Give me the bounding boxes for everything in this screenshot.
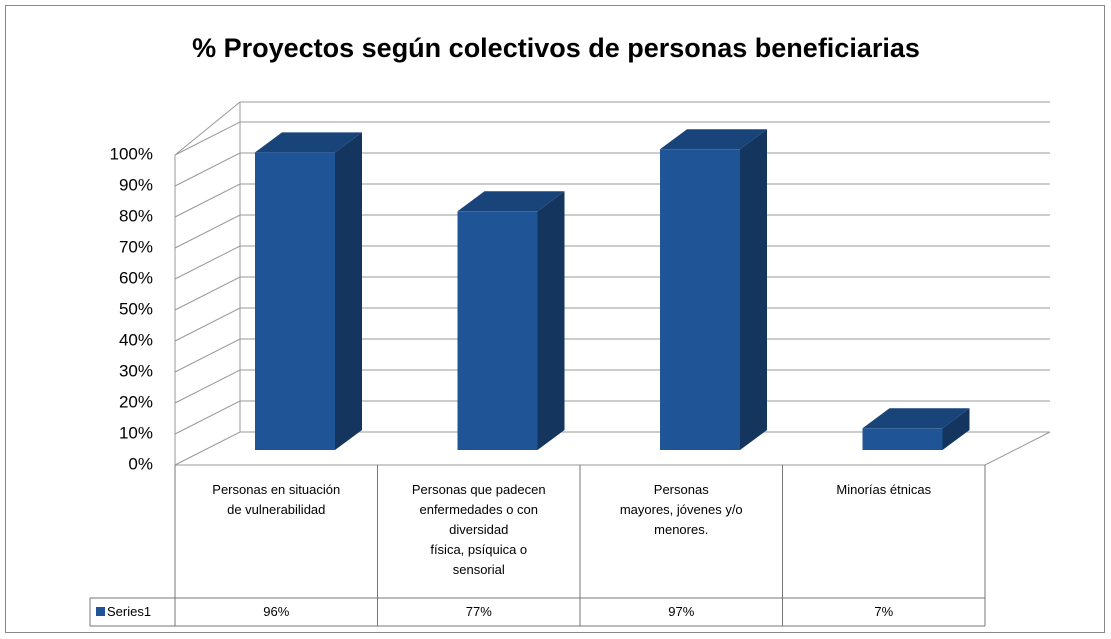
bar	[255, 132, 362, 450]
y-tick-label: 60%	[119, 268, 153, 287]
y-tick-label: 80%	[119, 206, 153, 225]
bar-top	[255, 132, 362, 153]
x-tick-label: Personas en situación de vulnerabilidad	[212, 482, 341, 517]
legend-label: Series1	[107, 604, 152, 619]
bar-front	[457, 211, 538, 450]
data-label: 7%	[874, 604, 894, 619]
y-tick-label: 90%	[119, 175, 153, 194]
x-tick-label: Personas que padecen enfermedades o con …	[411, 482, 546, 577]
y-tick-label: 10%	[119, 423, 153, 442]
bar	[457, 191, 565, 451]
bar-top	[862, 408, 970, 429]
x-tick-label: Minorías étnicas	[836, 482, 932, 497]
y-tick-label: 50%	[119, 299, 153, 318]
data-label: 97%	[668, 604, 695, 619]
x-tick-label: Personas mayores, jóvenes y/o menores.	[619, 482, 743, 537]
legend-swatch	[96, 607, 105, 616]
wall-edge	[174, 101, 241, 156]
bar	[660, 129, 767, 451]
bar-side	[335, 132, 362, 450]
bar-side	[740, 129, 767, 451]
chart-title: % Proyectos según colectivos de personas…	[192, 33, 920, 63]
y-tick-label: 0%	[128, 454, 153, 473]
bar	[862, 408, 970, 450]
bar-side	[942, 408, 970, 450]
bar-front	[660, 149, 740, 451]
y-tick-label: 20%	[119, 392, 153, 411]
bar-front	[862, 428, 943, 450]
data-label: 77%	[465, 604, 492, 619]
bar-side	[537, 191, 565, 451]
y-tick-label: 30%	[119, 361, 153, 380]
y-tick-label: 40%	[119, 330, 153, 349]
data-label: 96%	[263, 604, 290, 619]
y-tick-label: 100%	[110, 144, 153, 163]
bar-front	[255, 152, 335, 450]
bar-top	[660, 129, 767, 150]
bar-top	[457, 191, 565, 212]
y-tick-label: 70%	[119, 237, 153, 256]
